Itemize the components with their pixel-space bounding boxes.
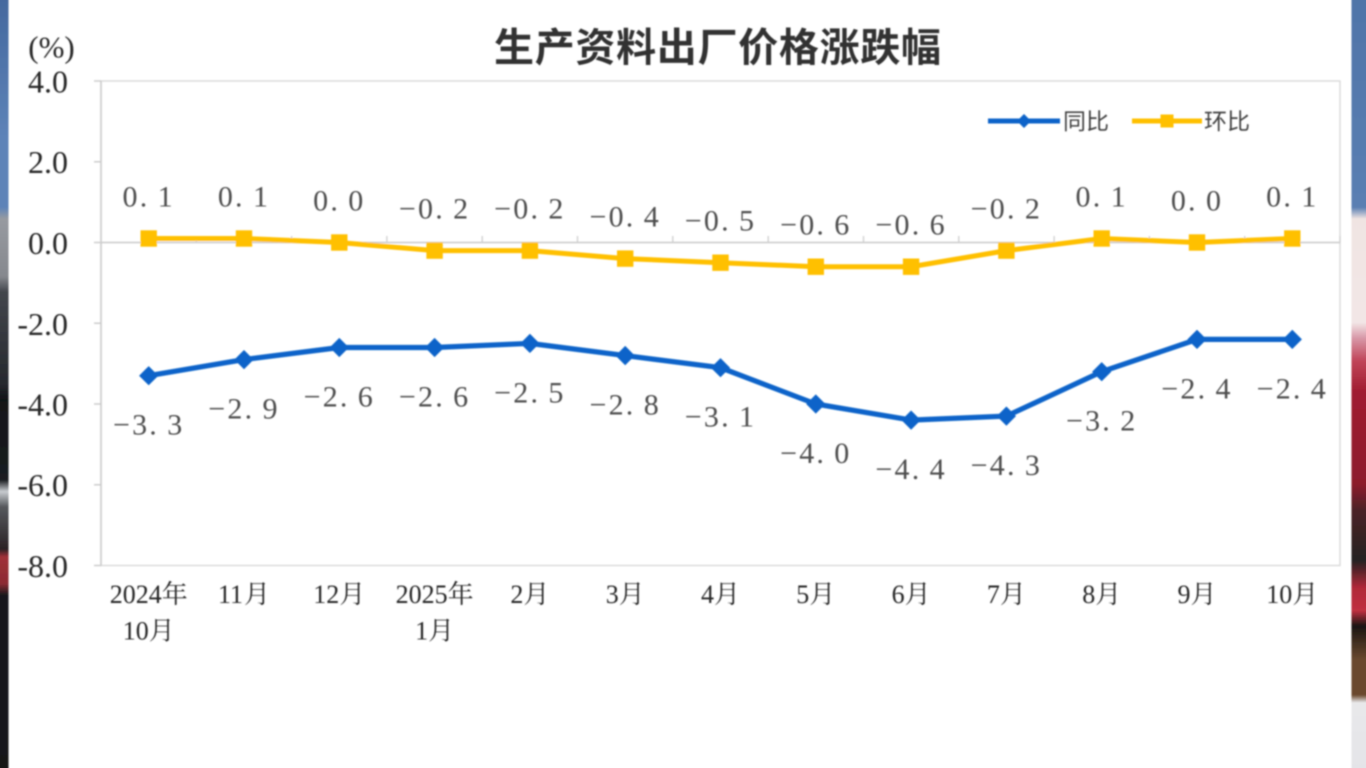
svg-text:5: 5 [796, 580, 809, 609]
svg-text:2: 2 [510, 580, 523, 609]
svg-text:0. 0: 0. 0 [313, 185, 365, 218]
svg-text:6: 6 [892, 580, 905, 609]
svg-text:0.0: 0.0 [28, 225, 68, 261]
svg-text:8: 8 [1082, 580, 1095, 609]
svg-text:−2. 9: −2. 9 [208, 393, 279, 426]
svg-text:0. 1: 0. 1 [123, 181, 175, 214]
svg-text:(%): (%) [28, 30, 74, 65]
svg-text:0. 0: 0. 0 [1171, 185, 1223, 218]
svg-text:−0. 5: −0. 5 [685, 205, 756, 238]
svg-text:-4.0: -4.0 [17, 387, 68, 423]
svg-text:1: 1 [415, 617, 428, 646]
svg-text:0. 1: 0. 1 [1266, 181, 1318, 214]
svg-text:-8.0: -8.0 [17, 548, 68, 584]
svg-text:−0. 2: −0. 2 [399, 193, 470, 226]
svg-text:12: 12 [313, 580, 339, 609]
svg-text:2.0: 2.0 [28, 144, 68, 180]
svg-text:3: 3 [606, 580, 619, 609]
svg-text:10: 10 [1266, 580, 1292, 609]
svg-text:−3. 1: −3. 1 [685, 401, 756, 434]
svg-text:−2. 5: −2. 5 [494, 376, 565, 409]
svg-text:−4. 4: −4. 4 [875, 453, 946, 486]
svg-text:−0. 2: −0. 2 [494, 193, 565, 226]
svg-text:4: 4 [701, 580, 714, 609]
svg-text:2024: 2024 [110, 580, 162, 609]
svg-text:−2. 4: −2. 4 [1161, 372, 1232, 405]
svg-text:-6.0: -6.0 [17, 467, 68, 503]
svg-text:−2. 4: −2. 4 [1257, 372, 1328, 405]
svg-text:−0. 2: −0. 2 [971, 193, 1042, 226]
svg-text:−0. 6: −0. 6 [875, 209, 946, 242]
svg-text:−0. 6: −0. 6 [780, 209, 851, 242]
svg-text:7: 7 [987, 580, 1000, 609]
svg-text:0. 1: 0. 1 [1076, 181, 1128, 214]
svg-text:−3. 2: −3. 2 [1066, 405, 1137, 438]
svg-text:−2. 6: −2. 6 [399, 381, 470, 414]
svg-text:10: 10 [123, 617, 149, 646]
svg-text:−4. 3: −4. 3 [971, 449, 1042, 482]
svg-text:-2.0: -2.0 [17, 306, 68, 342]
svg-text:4.0: 4.0 [28, 64, 68, 100]
svg-text:11: 11 [218, 580, 243, 609]
svg-text:−3. 3: −3. 3 [113, 409, 184, 442]
svg-text:9: 9 [1178, 580, 1191, 609]
svg-text:−0. 4: −0. 4 [589, 201, 660, 234]
svg-text:−2. 6: −2. 6 [304, 381, 375, 414]
svg-text:−2. 8: −2. 8 [589, 389, 660, 422]
svg-text:−4. 0: −4. 0 [780, 437, 851, 470]
svg-text:2025: 2025 [396, 580, 448, 609]
svg-text:0. 1: 0. 1 [218, 181, 270, 214]
